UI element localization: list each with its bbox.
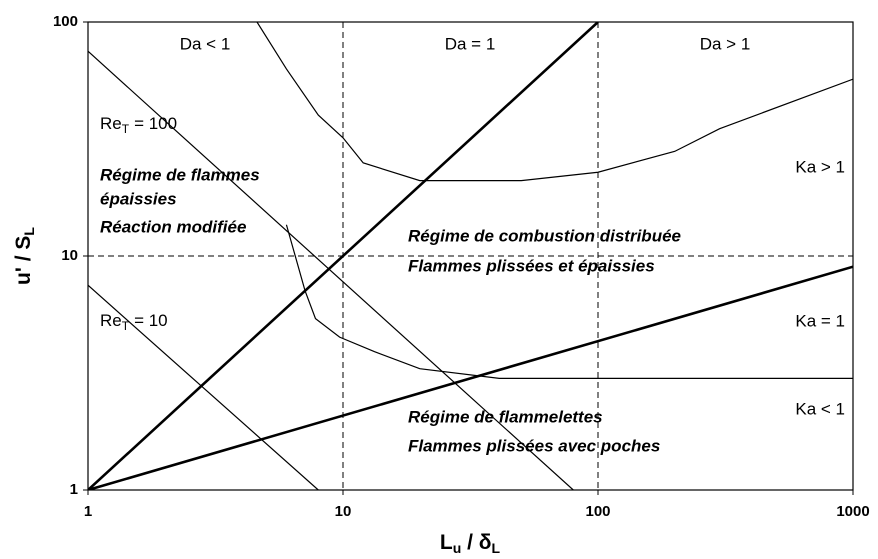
regime-line xyxy=(88,284,319,490)
y-tick-label: 1 xyxy=(70,481,78,498)
re-label: ReT = 100 xyxy=(100,114,177,136)
regime-line xyxy=(88,265,853,490)
y-tick-label: 10 xyxy=(61,247,78,264)
re: Re xyxy=(100,114,122,133)
x-label-sub: L xyxy=(492,540,501,556)
lines xyxy=(88,22,853,490)
y-axis-label: u' / SL xyxy=(12,227,37,285)
annotation: épaissies xyxy=(100,189,177,208)
re-label: ReT = 10 xyxy=(100,311,168,333)
re-value: = 10 xyxy=(134,311,168,330)
y-tick-label: 100 xyxy=(53,13,78,30)
regime-line xyxy=(88,50,574,490)
x-tick-label: 1 xyxy=(84,503,92,520)
x-axis-label: Lu / δL xyxy=(440,531,501,556)
x-tick-label: 100 xyxy=(585,503,610,520)
y-label-part: u' / S xyxy=(12,236,35,285)
x-tick-label: 1000 xyxy=(836,503,869,520)
regime-line xyxy=(256,22,853,182)
regime-line xyxy=(285,224,853,379)
annotation: Flammes plissées avec poches xyxy=(408,436,660,455)
annotation: Da > 1 xyxy=(700,34,751,53)
annotation: Flammes plissées et épaissies xyxy=(408,256,655,275)
y-label-sub: L xyxy=(21,227,37,236)
re: Re xyxy=(100,311,122,330)
regime-line xyxy=(88,22,599,490)
annotation: Réaction modifiée xyxy=(100,217,246,236)
x-tick-label: 10 xyxy=(335,503,352,520)
re-sub: T xyxy=(122,122,130,136)
x-label-part: / δ xyxy=(461,531,491,554)
annotation: Régime de flammelettes xyxy=(408,407,603,426)
ticks: 1 10 100 1000 1 10 100 xyxy=(53,13,870,520)
re-value: = 100 xyxy=(134,114,177,133)
re-sub: T xyxy=(122,319,130,333)
x-label-part: L xyxy=(440,531,453,554)
annotation: Ka > 1 xyxy=(795,157,845,176)
annotation: Ka < 1 xyxy=(795,399,845,418)
annotation: Régime de flammes xyxy=(100,165,260,184)
annotation: Da = 1 xyxy=(445,34,496,53)
annotation: Régime de combustion distribuée xyxy=(408,226,681,245)
annotation: Ka = 1 xyxy=(795,311,845,330)
x-label-sub: u xyxy=(453,540,462,556)
annotation: Da < 1 xyxy=(180,34,231,53)
